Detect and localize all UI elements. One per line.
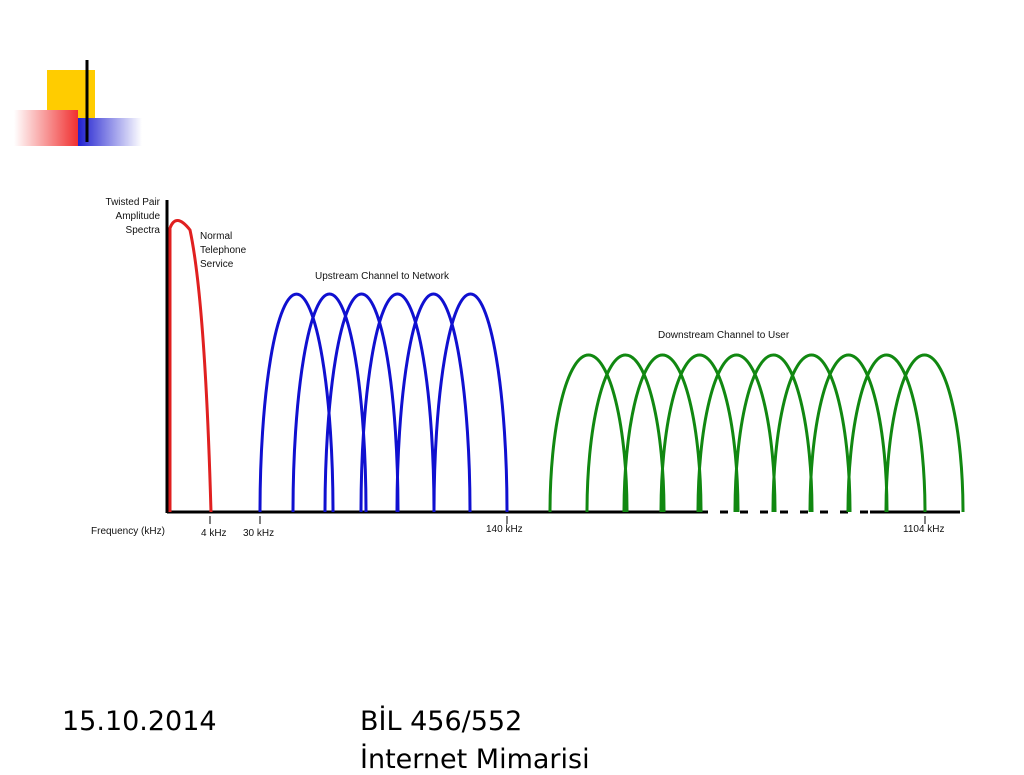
channel-arc xyxy=(846,353,927,513)
label-line: Spectra xyxy=(125,225,160,236)
upstream-label: Upstream Channel to Network xyxy=(315,271,449,282)
y-axis-label: Twisted Pair Amplitude Spectra xyxy=(96,196,160,238)
footer-course: BİL 456/552 xyxy=(360,706,523,737)
channel-arc xyxy=(432,292,509,513)
voice-label: Normal Telephone Service xyxy=(200,230,246,272)
footer-subject: İnternet Mimarisi xyxy=(360,744,590,775)
channel-arc xyxy=(548,353,629,513)
channel-arc xyxy=(395,292,472,513)
label-line: Amplitude xyxy=(115,211,160,222)
channel-arc xyxy=(696,353,777,513)
upstream-curves xyxy=(258,292,509,513)
x-axis-label: Frequency (kHz) xyxy=(91,526,165,537)
downstream-label: Downstream Channel to User xyxy=(658,330,790,341)
label-line: Twisted Pair xyxy=(105,197,160,208)
channel-arc xyxy=(771,353,852,513)
channel-arc xyxy=(808,353,889,513)
channel-arc xyxy=(359,292,436,513)
label-line: Normal xyxy=(200,231,233,242)
channel-arc xyxy=(884,353,965,513)
channel-arc xyxy=(323,292,400,513)
channel-arc xyxy=(659,353,740,513)
footer-date: 15.10.2014 xyxy=(62,706,217,737)
tick-label: 30 kHz xyxy=(243,528,275,539)
channel-arc xyxy=(585,353,666,513)
tick-label: 1104 kHz xyxy=(903,524,945,535)
voice-curve xyxy=(168,219,213,513)
deco-red xyxy=(14,110,78,146)
channel-arc xyxy=(291,292,368,513)
downstream-curves xyxy=(548,353,965,513)
deco-blue xyxy=(78,118,142,146)
channel-arc xyxy=(733,353,814,513)
label-line: Service xyxy=(200,259,234,270)
tick-label: 4 kHz xyxy=(201,528,227,539)
channel-arc xyxy=(622,353,703,513)
label-line: Telephone xyxy=(200,245,247,256)
tick-label: 140 kHz xyxy=(486,524,523,535)
